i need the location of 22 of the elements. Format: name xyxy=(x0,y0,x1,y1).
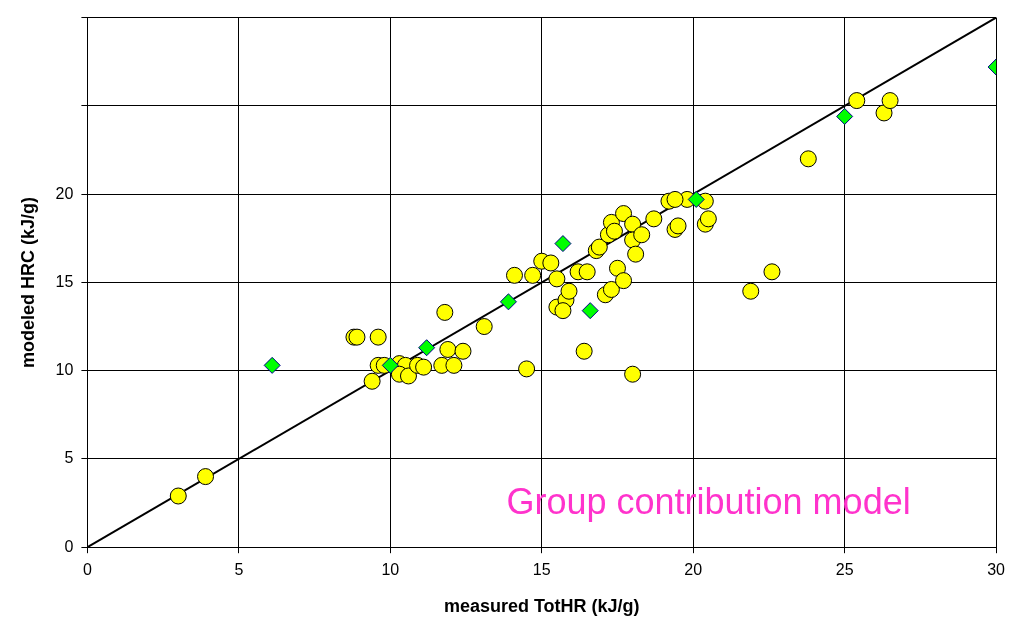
x-tick-label: 15 xyxy=(532,561,551,579)
x-axis-title: measured TotHR (kJ/g) xyxy=(443,596,640,617)
y-axis-title: modeled HRC (kJ/g) xyxy=(17,196,38,368)
point xyxy=(581,302,599,320)
y-tick-label: 20 xyxy=(55,184,74,202)
point xyxy=(499,293,517,311)
point xyxy=(381,356,399,374)
x-tick-label: 5 xyxy=(234,561,244,579)
y-tick-label: 5 xyxy=(64,449,74,467)
point xyxy=(263,356,281,374)
x-tick-label: 30 xyxy=(987,561,1006,579)
point xyxy=(836,107,854,125)
x-tick-label: 0 xyxy=(82,561,92,579)
x-tick-label: 25 xyxy=(835,561,854,579)
y-tick-label: 15 xyxy=(55,272,74,290)
point xyxy=(418,339,436,357)
x-tick-label: 20 xyxy=(684,561,703,579)
point xyxy=(687,190,705,208)
x-tick-label: 10 xyxy=(381,561,400,579)
point xyxy=(554,235,572,253)
y-tick-label: 10 xyxy=(55,361,74,379)
y-tick-label: 0 xyxy=(64,537,74,555)
